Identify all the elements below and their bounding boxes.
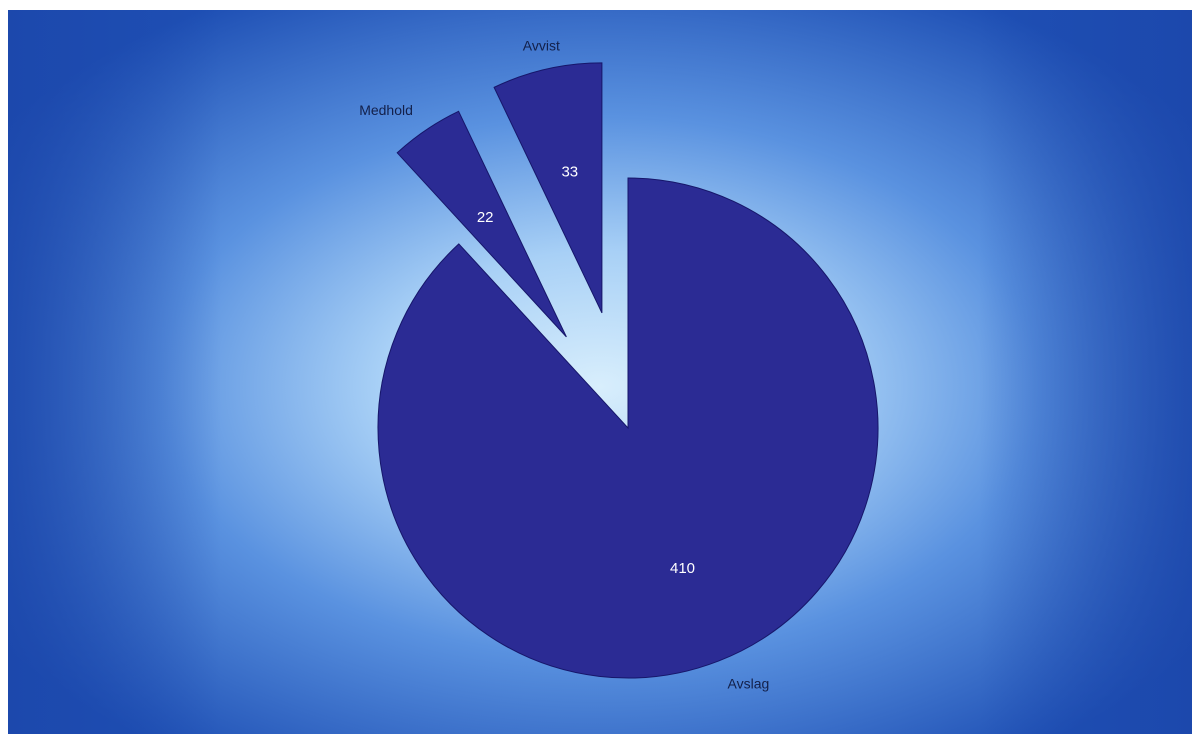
value-label-medhold: 22: [477, 209, 494, 226]
pie-slice-avvist: [493, 62, 603, 314]
value-label-avvist: 33: [561, 164, 578, 181]
pie-slice-medhold: [396, 110, 567, 338]
pie-labels: 410 Avslag 22 Medhold 33 Avvist: [359, 38, 769, 692]
pie-slices: [377, 62, 879, 679]
pie-slice-avslag: [377, 177, 879, 679]
pie-chart: 410 Avslag 22 Medhold 33 Avvist: [8, 10, 1192, 734]
category-label-medhold: Medhold: [359, 102, 413, 118]
category-label-avvist: Avvist: [523, 38, 560, 54]
category-label-avslag: Avslag: [728, 675, 770, 691]
value-label-avslag: 410: [670, 560, 695, 577]
chart-frame: 410 Avslag 22 Medhold 33 Avvist: [8, 10, 1192, 734]
